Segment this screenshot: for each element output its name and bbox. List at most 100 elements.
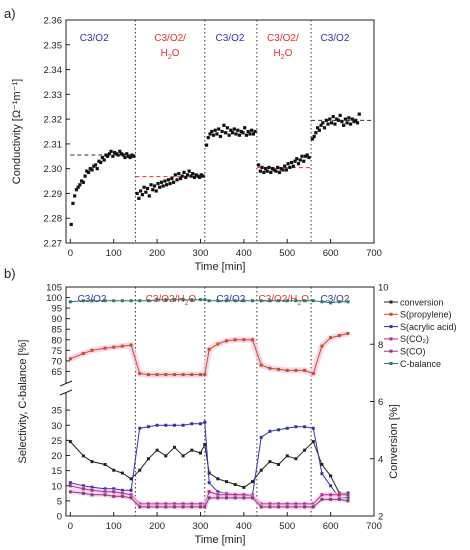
- series-point: [155, 373, 159, 377]
- series-point: [277, 428, 281, 432]
- x-tick-label-b: 200: [149, 521, 165, 532]
- series-point: [90, 348, 94, 352]
- series-point: [285, 368, 289, 372]
- phase-label-a-text: C3/O2/: [267, 33, 299, 44]
- data-point-a: [187, 169, 191, 173]
- y-axis-label-a: Conductivity [Ω⁻¹m⁻¹]: [11, 79, 23, 184]
- series-point: [242, 338, 246, 342]
- phase-label-a-text: C3/O2/: [154, 33, 186, 44]
- data-point-a: [177, 172, 181, 176]
- series-point: [346, 499, 350, 503]
- y-tick-label-b-bottom: 15: [51, 466, 62, 477]
- data-point-a: [277, 170, 282, 174]
- data-point-a: [217, 127, 221, 131]
- data-point-a: [354, 118, 358, 122]
- data-point-a: [123, 155, 127, 160]
- series-point: [146, 502, 150, 506]
- series-point: [337, 493, 341, 497]
- data-point-a: [154, 189, 158, 193]
- data-point-a: [71, 201, 75, 205]
- data-point-a: [196, 174, 200, 178]
- series-point: [233, 493, 237, 497]
- series-point: [172, 445, 176, 449]
- series-point: [155, 298, 159, 302]
- data-point-a: [199, 173, 203, 177]
- y-tick-label-a: 2.35: [44, 40, 63, 51]
- series-point: [303, 299, 307, 303]
- y-tick-label-a: 2.33: [44, 90, 63, 101]
- data-point-a: [225, 126, 229, 130]
- data-point-a: [156, 181, 160, 186]
- series-point: [112, 494, 116, 498]
- series-point: [225, 493, 229, 497]
- series-point: [303, 448, 307, 452]
- series-point: [103, 490, 107, 494]
- series-point: [90, 299, 94, 303]
- data-point-a: [347, 116, 351, 120]
- series-point: [68, 484, 72, 488]
- series-point: [164, 502, 168, 506]
- data-point-a: [350, 117, 354, 121]
- y-tick-label-b-bottom: 5: [57, 496, 62, 507]
- series-point: [207, 347, 211, 351]
- series-point: [242, 493, 246, 497]
- data-point-a: [112, 150, 117, 155]
- series-point: [225, 480, 229, 484]
- series-point: [294, 299, 298, 303]
- data-point-a: [166, 178, 170, 182]
- series-point: [155, 448, 159, 452]
- phase-label-b-sub: 2: [297, 300, 301, 307]
- data-point-a: [267, 165, 271, 170]
- series-point: [268, 460, 272, 464]
- series-point: [207, 471, 211, 475]
- legend-entry: S(propylene): [400, 310, 452, 320]
- series-point: [242, 299, 246, 303]
- x-tick-label-b: 600: [323, 521, 339, 532]
- plot-a-frame: [65, 19, 375, 244]
- data-point-a: [300, 154, 304, 158]
- series-point: [190, 502, 194, 506]
- series-point: [155, 502, 159, 506]
- series-point: [294, 502, 298, 506]
- series-point: [251, 299, 255, 303]
- series-point: [81, 487, 85, 491]
- data-point-a: [198, 175, 202, 179]
- series-point: [259, 299, 263, 303]
- series-point: [190, 505, 194, 509]
- series-point: [129, 493, 133, 497]
- series-point: [181, 373, 185, 377]
- series-point: [81, 299, 85, 303]
- data-point-a: [73, 194, 77, 198]
- series-point: [120, 491, 124, 495]
- series-point: [164, 423, 168, 427]
- series-point: [346, 496, 350, 500]
- series-point: [294, 505, 298, 509]
- data-point-a: [107, 152, 111, 156]
- y-tick-label-a: 2.30: [44, 164, 63, 175]
- y2-tick-label-b: 2: [378, 512, 383, 523]
- y-axis-label-b: Selectivity, C-balance [%]: [17, 340, 29, 464]
- series-point: [207, 496, 211, 500]
- data-point-a: [343, 117, 347, 121]
- series-point: [268, 299, 272, 303]
- series-point: [268, 505, 272, 509]
- data-point-a: [93, 163, 98, 167]
- data-point-a: [355, 121, 360, 125]
- series-point: [233, 496, 237, 500]
- series-point: [164, 298, 168, 302]
- series-point: [346, 331, 350, 335]
- data-point-a: [102, 158, 106, 162]
- series-point: [103, 346, 107, 350]
- legend-marker: [389, 337, 393, 341]
- data-point-a: [142, 185, 146, 189]
- data-point-a: [251, 132, 256, 136]
- phase-label-a-text: C3/O2: [80, 33, 109, 44]
- series-point: [138, 299, 142, 303]
- data-point-a: [262, 170, 266, 174]
- data-point-a: [230, 131, 235, 135]
- series-point: [311, 299, 315, 303]
- legend-marker: [389, 300, 393, 304]
- data-point-a: [295, 157, 299, 161]
- series-point: [190, 373, 194, 377]
- data-point-a: [125, 152, 129, 156]
